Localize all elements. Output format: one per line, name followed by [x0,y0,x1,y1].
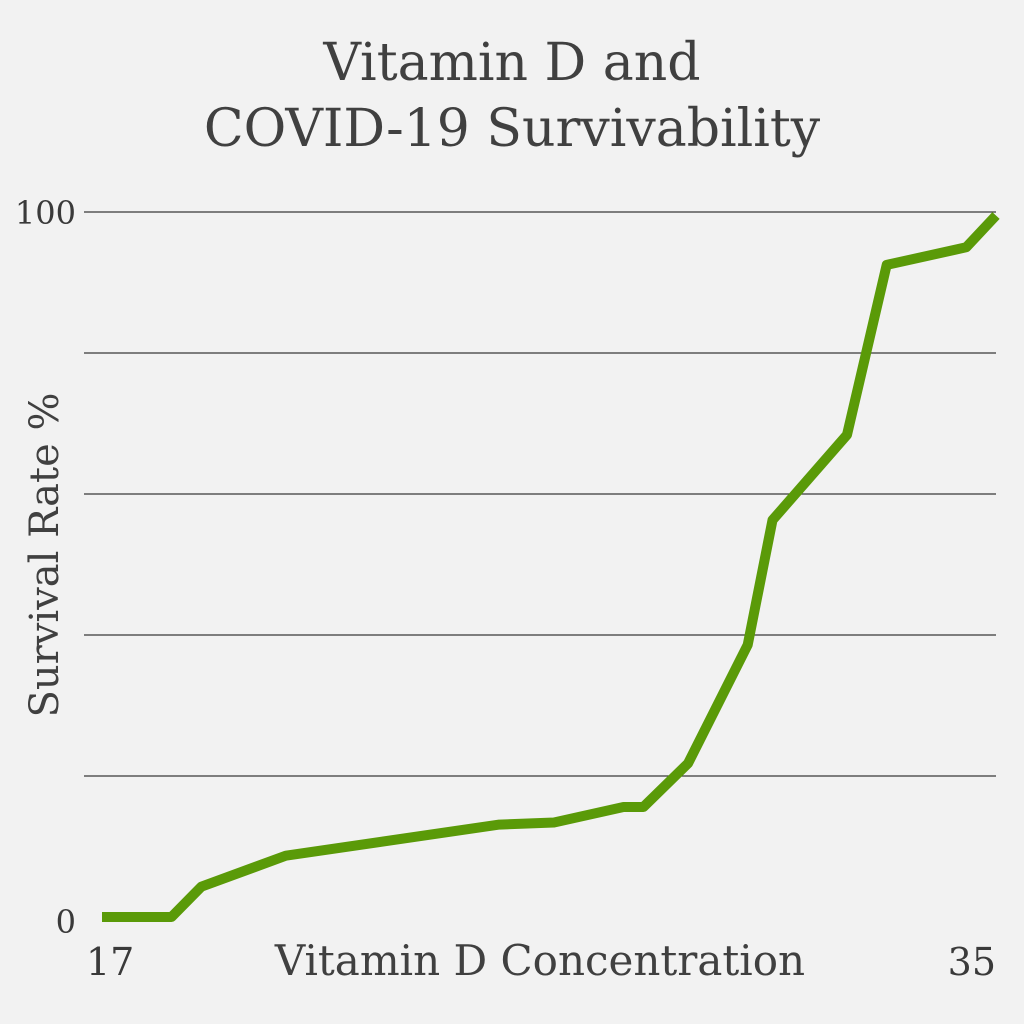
y-tick-label-100: 100 [15,194,76,232]
gridlines [84,211,996,777]
x-axis-label: Vitamin D Concentration [274,936,805,985]
chart-title-line-2: COVID-19 Survivability [203,99,821,159]
x-tick-label-17: 17 [86,940,134,984]
y-axis-label: Survival Rate % [22,393,68,718]
series-line-0 [102,212,1000,922]
series-line-group [102,212,1000,922]
chart-title: Vitamin D and COVID-19 Survivability [0,30,1024,162]
y-tick-label-0: 0 [56,903,76,941]
chart-title-line-1: Vitamin D and [323,33,701,93]
tick-labels: 100 0 17 35 [15,194,996,984]
x-tick-label-35: 35 [948,940,996,984]
